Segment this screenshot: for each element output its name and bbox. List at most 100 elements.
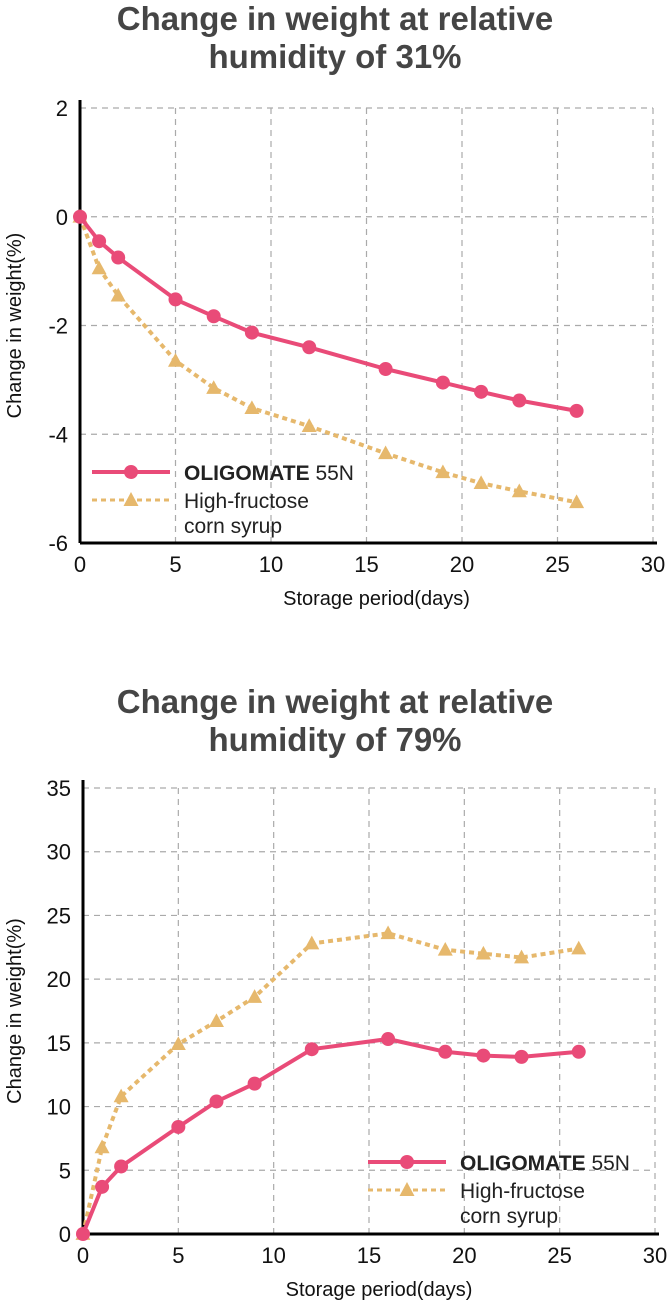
data-point xyxy=(380,925,396,940)
x-tick-label: 5 xyxy=(172,1243,184,1268)
data-point xyxy=(512,393,527,408)
legend-label-oligomate: OLIGOMATE 55N xyxy=(184,462,354,485)
data-point xyxy=(473,475,489,490)
legend-label-hfcs-line1: High-fructose xyxy=(460,1180,585,1203)
chart-title-line2: humidity of 79% xyxy=(208,721,462,758)
x-tick-label: 10 xyxy=(261,1243,285,1268)
chart-rh31: Change in weight at relative humidity of… xyxy=(0,0,670,650)
data-point xyxy=(111,250,126,265)
x-tick-label: 25 xyxy=(545,552,569,577)
series-line xyxy=(78,215,577,413)
data-point xyxy=(244,325,259,340)
data-point xyxy=(437,942,453,956)
data-point xyxy=(114,1159,129,1174)
line-chart-rh79: 0 5 10 15 20 25 30 0 5 10 15 20 25 30 35 Storage period… xyxy=(4,776,667,1301)
data-point xyxy=(435,375,450,390)
x-tick-label: 30 xyxy=(643,1243,667,1268)
data-point xyxy=(511,483,527,498)
data-point xyxy=(304,935,320,950)
series-line xyxy=(78,216,577,505)
data-point xyxy=(381,1032,396,1047)
data-point xyxy=(208,1013,224,1028)
data-point xyxy=(94,1139,110,1154)
grid xyxy=(83,787,656,1234)
data-point xyxy=(378,445,394,460)
legend-brand-name: OLIGOMATE xyxy=(184,462,310,485)
x-tick-label: 25 xyxy=(547,1243,571,1268)
y-axis-label: Change in weight(%) xyxy=(4,233,26,419)
legend-marker-circle xyxy=(400,1155,414,1169)
x-tick-label: 15 xyxy=(354,552,378,577)
chart-title: Change in weight at relative humidity of… xyxy=(0,683,670,759)
series-oligomate-55n xyxy=(73,209,584,418)
data-point xyxy=(302,340,317,355)
legend-label-hfcs-line2: corn syrup xyxy=(184,515,282,538)
data-point xyxy=(378,362,393,376)
legend-marker-circle xyxy=(124,465,138,479)
data-point xyxy=(92,234,107,249)
y-axis-label: Change in weight(%) xyxy=(4,918,26,1104)
data-point xyxy=(206,380,222,394)
x-tick-label: 10 xyxy=(259,552,283,577)
series-oligomate-55n xyxy=(76,1032,586,1241)
series-line xyxy=(81,931,580,1235)
y-tick-label: 20 xyxy=(47,967,71,992)
line-chart-rh31: 0 5 10 15 20 25 30 -6 -4 -2 0 2 Storage period(days)… xyxy=(4,96,665,610)
y-tick-label: -2 xyxy=(48,314,68,339)
data-point xyxy=(301,418,317,432)
data-point xyxy=(110,287,126,302)
x-axis-label: Storage period(days) xyxy=(283,588,470,610)
data-point xyxy=(91,260,107,275)
legend-label-hfcs-line2: corn syrup xyxy=(460,1205,558,1228)
data-point xyxy=(435,464,451,479)
data-point xyxy=(209,1094,224,1109)
chart-title-line2: humidity of 31% xyxy=(208,38,462,75)
x-tick-label: 5 xyxy=(169,552,181,577)
data-point xyxy=(304,1042,319,1057)
y-tick-label: 25 xyxy=(47,903,71,928)
data-point xyxy=(474,384,489,399)
data-point xyxy=(113,1088,129,1103)
y-tick-label: -4 xyxy=(48,422,68,447)
x-tick-label: 20 xyxy=(450,552,474,577)
data-point xyxy=(168,353,183,367)
y-tick-label: 10 xyxy=(47,1095,71,1120)
chart-title-line1: Change in weight at relative xyxy=(116,0,554,37)
x-tick-label: 0 xyxy=(74,552,86,577)
legend-label-hfcs-line1: High-fructose xyxy=(184,490,309,513)
data-point xyxy=(168,292,183,307)
legend-marker-triangle xyxy=(399,1182,415,1196)
data-point xyxy=(571,940,587,955)
data-point xyxy=(571,1044,586,1059)
data-point xyxy=(76,1227,90,1241)
x-tick-label: 0 xyxy=(77,1243,89,1268)
data-point xyxy=(247,989,263,1003)
chart-title-line1: Change in weight at relative xyxy=(116,683,554,720)
data-point xyxy=(247,1076,262,1091)
data-point xyxy=(170,1036,186,1050)
data-point xyxy=(475,945,491,960)
data-point xyxy=(476,1048,491,1063)
legend-brand-name: OLIGOMATE xyxy=(460,1152,586,1175)
chart-title: Change in weight at relative humidity of… xyxy=(0,0,670,76)
legend-brand-suffix: 55N xyxy=(586,1152,630,1175)
y-tick-label: 15 xyxy=(47,1031,71,1056)
data-point xyxy=(206,309,221,324)
x-tick-label: 30 xyxy=(641,552,665,577)
y-tick-label: 0 xyxy=(56,205,68,230)
y-tick-label: 35 xyxy=(47,776,71,801)
chart-rh79: Change in weight at relative humidity of… xyxy=(0,660,670,1311)
data-point xyxy=(95,1179,110,1194)
legend-marker-triangle xyxy=(123,492,139,506)
data-point xyxy=(569,403,584,418)
data-point xyxy=(73,209,87,224)
data-point xyxy=(514,1049,529,1064)
data-point xyxy=(244,400,260,414)
y-tick-label: 5 xyxy=(59,1158,71,1183)
y-tick-label: 30 xyxy=(47,840,71,865)
legend-brand-suffix: 55N xyxy=(310,462,354,485)
grid xyxy=(80,107,654,543)
y-tick-label: 2 xyxy=(56,96,68,121)
